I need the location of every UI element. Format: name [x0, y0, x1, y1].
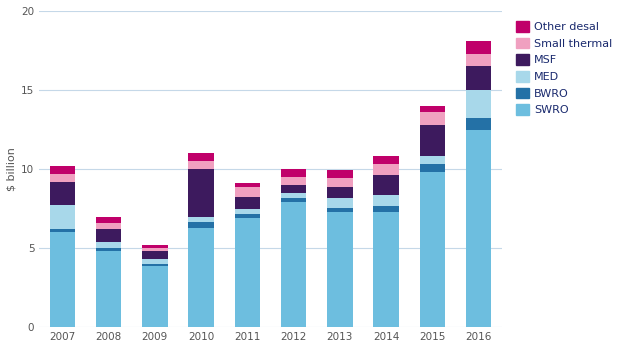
- Bar: [281, 169, 306, 177]
- Bar: [420, 106, 445, 112]
- Bar: [50, 174, 75, 182]
- Bar: [235, 183, 260, 187]
- Bar: [142, 245, 168, 248]
- Bar: [235, 187, 260, 197]
- Bar: [327, 208, 353, 212]
- Bar: [235, 209, 260, 214]
- Bar: [188, 161, 214, 169]
- Bar: [188, 216, 214, 222]
- Bar: [327, 170, 353, 178]
- Bar: [327, 187, 353, 198]
- Bar: [281, 177, 306, 185]
- Bar: [466, 66, 491, 90]
- Bar: [466, 41, 491, 54]
- Bar: [188, 222, 214, 228]
- Bar: [373, 212, 399, 327]
- Y-axis label: $ billion: $ billion: [7, 147, 17, 191]
- Bar: [420, 125, 445, 156]
- Bar: [327, 198, 353, 208]
- Bar: [235, 218, 260, 327]
- Bar: [373, 195, 399, 206]
- Bar: [50, 206, 75, 229]
- Bar: [281, 193, 306, 198]
- Bar: [420, 164, 445, 172]
- Bar: [188, 153, 214, 161]
- Bar: [96, 242, 121, 248]
- Bar: [188, 169, 214, 216]
- Bar: [466, 129, 491, 327]
- Bar: [373, 206, 399, 212]
- Bar: [50, 166, 75, 174]
- Bar: [373, 156, 399, 164]
- Bar: [142, 266, 168, 327]
- Bar: [466, 54, 491, 66]
- Bar: [188, 228, 214, 327]
- Bar: [235, 214, 260, 218]
- Bar: [420, 172, 445, 327]
- Bar: [466, 118, 491, 129]
- Bar: [373, 164, 399, 174]
- Bar: [50, 232, 75, 327]
- Bar: [281, 185, 306, 193]
- Bar: [96, 248, 121, 251]
- Bar: [373, 174, 399, 195]
- Bar: [327, 212, 353, 327]
- Bar: [281, 202, 306, 327]
- Bar: [142, 264, 168, 266]
- Bar: [142, 259, 168, 264]
- Bar: [327, 178, 353, 187]
- Bar: [96, 229, 121, 242]
- Bar: [50, 182, 75, 206]
- Bar: [420, 112, 445, 125]
- Bar: [96, 223, 121, 229]
- Bar: [142, 248, 168, 251]
- Bar: [96, 216, 121, 223]
- Bar: [96, 251, 121, 327]
- Bar: [281, 198, 306, 202]
- Bar: [420, 156, 445, 164]
- Legend: Other desal, Small thermal, MSF, MED, BWRO, SWRO: Other desal, Small thermal, MSF, MED, BW…: [512, 16, 617, 120]
- Bar: [142, 251, 168, 259]
- Bar: [50, 229, 75, 232]
- Bar: [235, 197, 260, 209]
- Bar: [466, 90, 491, 118]
